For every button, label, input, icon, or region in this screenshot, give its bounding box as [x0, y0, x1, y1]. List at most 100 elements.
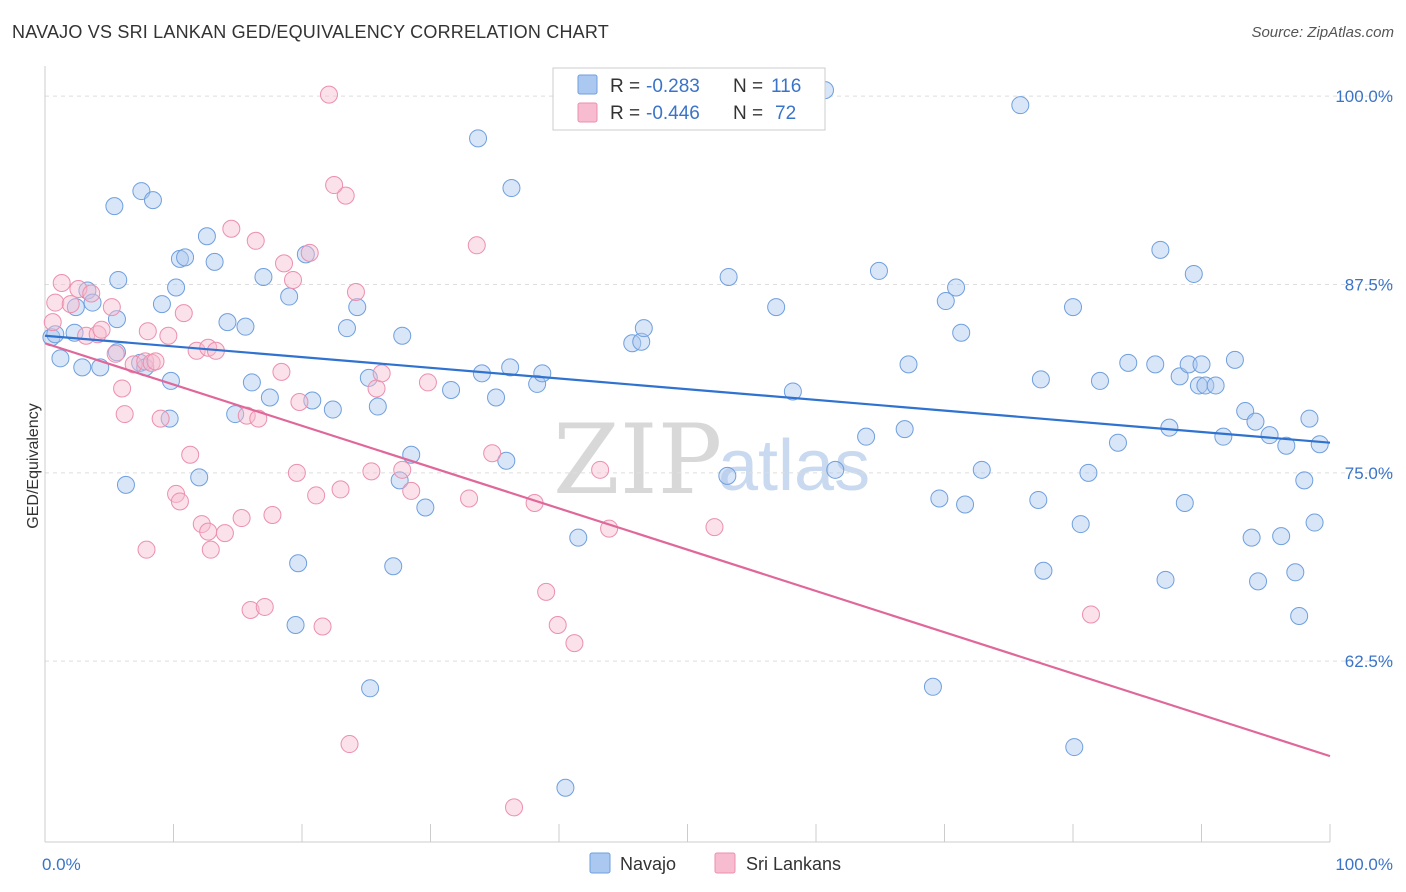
srilankan-point-32 — [232, 509, 251, 528]
x-tick-label-1: 100.0% — [1335, 855, 1393, 874]
srilankan-point-27 — [199, 522, 218, 541]
navajo-point-104 — [1206, 376, 1225, 395]
legend-r-value-srilankan: -0.446 — [646, 103, 700, 124]
navajo-point-96 — [1160, 418, 1179, 437]
srilankan-point-42 — [290, 393, 309, 412]
navajo-point-106 — [1225, 350, 1244, 369]
navajo-point-113 — [1277, 436, 1296, 455]
navajo-point-87 — [1064, 298, 1082, 317]
navajo-point-83 — [1031, 370, 1050, 389]
srilankan-point-15 — [137, 540, 156, 559]
srilankan-point-70 — [275, 254, 294, 273]
srilankan-point-12 — [115, 405, 134, 424]
navajo-trend-line — [44, 334, 1331, 444]
navajo-point-21 — [167, 278, 186, 297]
navajo-point-70 — [826, 460, 845, 479]
srilankan-point-45 — [313, 617, 332, 636]
navajo-point-79 — [952, 323, 971, 342]
srilankan-point-71 — [138, 322, 157, 341]
navajo-point-13 — [116, 475, 135, 494]
srilankan-point-11 — [113, 379, 132, 398]
navajo-point-118 — [1305, 513, 1324, 532]
y-tick-labels: 62.5% 75.0% 87.5% 100.0% — [1335, 87, 1393, 671]
navajo-point-55 — [502, 179, 521, 198]
navajo-point-54 — [501, 358, 520, 377]
srilankan-point-22 — [174, 304, 193, 323]
navajo-point-93 — [1146, 355, 1165, 374]
navajo-point-109 — [1249, 572, 1268, 591]
navajo-point-82 — [1011, 96, 1030, 115]
navajo-point-76 — [930, 489, 949, 508]
srilankan-point-40 — [284, 270, 303, 289]
srilankan-point-54 — [393, 460, 412, 479]
srilankan-point-18 — [151, 409, 170, 428]
navajo-point-10 — [107, 343, 126, 362]
srilankan-point-31 — [222, 219, 241, 238]
x-tick-label-0: 0.0% — [42, 855, 81, 874]
legend-n-label-navajo: N = — [733, 76, 763, 97]
legend-r-label-navajo: R = — [610, 76, 640, 97]
navajo-point-48 — [416, 498, 435, 517]
navajo-point-30 — [242, 373, 261, 392]
y-axis-title: GED/Equivalency — [25, 403, 42, 528]
navajo-point-31 — [254, 267, 273, 286]
navajo-point-17 — [143, 191, 162, 210]
navajo-point-112 — [1272, 527, 1291, 546]
y-tick-label-0: 62.5% — [1345, 652, 1393, 671]
navajo-point-90 — [1090, 371, 1109, 390]
navajo-point-35 — [289, 554, 308, 573]
legend-r-value-navajo: -0.283 — [646, 76, 700, 97]
srilankan-point-2 — [52, 273, 71, 292]
navajo-point-43 — [368, 397, 387, 416]
navajo-point-5 — [73, 358, 92, 377]
srilankan-point-67 — [705, 518, 724, 537]
navajo-point-117 — [1300, 409, 1319, 428]
navajo-point-9 — [105, 197, 124, 216]
srilankan-point-57 — [460, 489, 479, 508]
srilankan-point-58 — [467, 236, 486, 255]
legend-n-value-navajo: 116 — [771, 76, 801, 97]
srilankan-point-59 — [483, 444, 502, 463]
srilankan-point-62 — [537, 582, 556, 601]
navajo-point-115 — [1290, 606, 1309, 625]
srilankan-point-0 — [43, 313, 62, 332]
srilankan-point-30 — [215, 524, 234, 543]
navajo-point-50 — [469, 129, 488, 148]
navajo-point-44 — [384, 557, 403, 576]
srilankan-point-3 — [61, 295, 80, 314]
srilankan-point-46 — [319, 85, 338, 104]
stats-legend: R = -0.283 N = 116 R = -0.446 N = 72 — [552, 67, 826, 131]
navajo-point-71 — [857, 427, 876, 446]
y-tick-label-1: 75.0% — [1345, 464, 1393, 483]
navajo-point-59 — [569, 528, 588, 547]
navajo-point-32 — [260, 388, 279, 407]
navajo-point-64 — [718, 466, 737, 485]
navajo-point-29 — [236, 317, 255, 336]
navajo-point-40 — [348, 298, 367, 317]
navajo-point-95 — [1156, 570, 1175, 589]
navajo-point-24 — [190, 468, 209, 487]
watermark-atlas: atlas — [718, 426, 870, 506]
navajo-point-91 — [1108, 433, 1127, 452]
navajo-point-12 — [109, 270, 128, 289]
srilankan-trend-line — [44, 342, 1331, 758]
srilankan-point-56 — [418, 373, 437, 392]
srilankan-point-49 — [340, 735, 359, 754]
source-credit: Source: ZipAtlas.com — [1251, 24, 1394, 41]
navajo-point-111 — [1260, 426, 1279, 445]
srilankan-point-39 — [272, 362, 291, 381]
navajo-point-85 — [1034, 561, 1053, 580]
navajo-point-119 — [1310, 435, 1329, 454]
navajo-point-116 — [1295, 471, 1314, 490]
srilankan-point-65 — [591, 460, 610, 479]
navajo-point-33 — [280, 287, 299, 306]
srilankan-point-68 — [1081, 605, 1100, 624]
legend-n-label-srilankan: N = — [733, 103, 763, 124]
srilankan-point-21 — [170, 492, 189, 511]
srilankan-point-43 — [300, 243, 319, 262]
navajo-point-84 — [1029, 490, 1048, 509]
srilankan-point-23 — [181, 445, 200, 464]
srilankan-point-53 — [372, 364, 391, 383]
series-legend-swatch-navajo — [589, 852, 611, 874]
